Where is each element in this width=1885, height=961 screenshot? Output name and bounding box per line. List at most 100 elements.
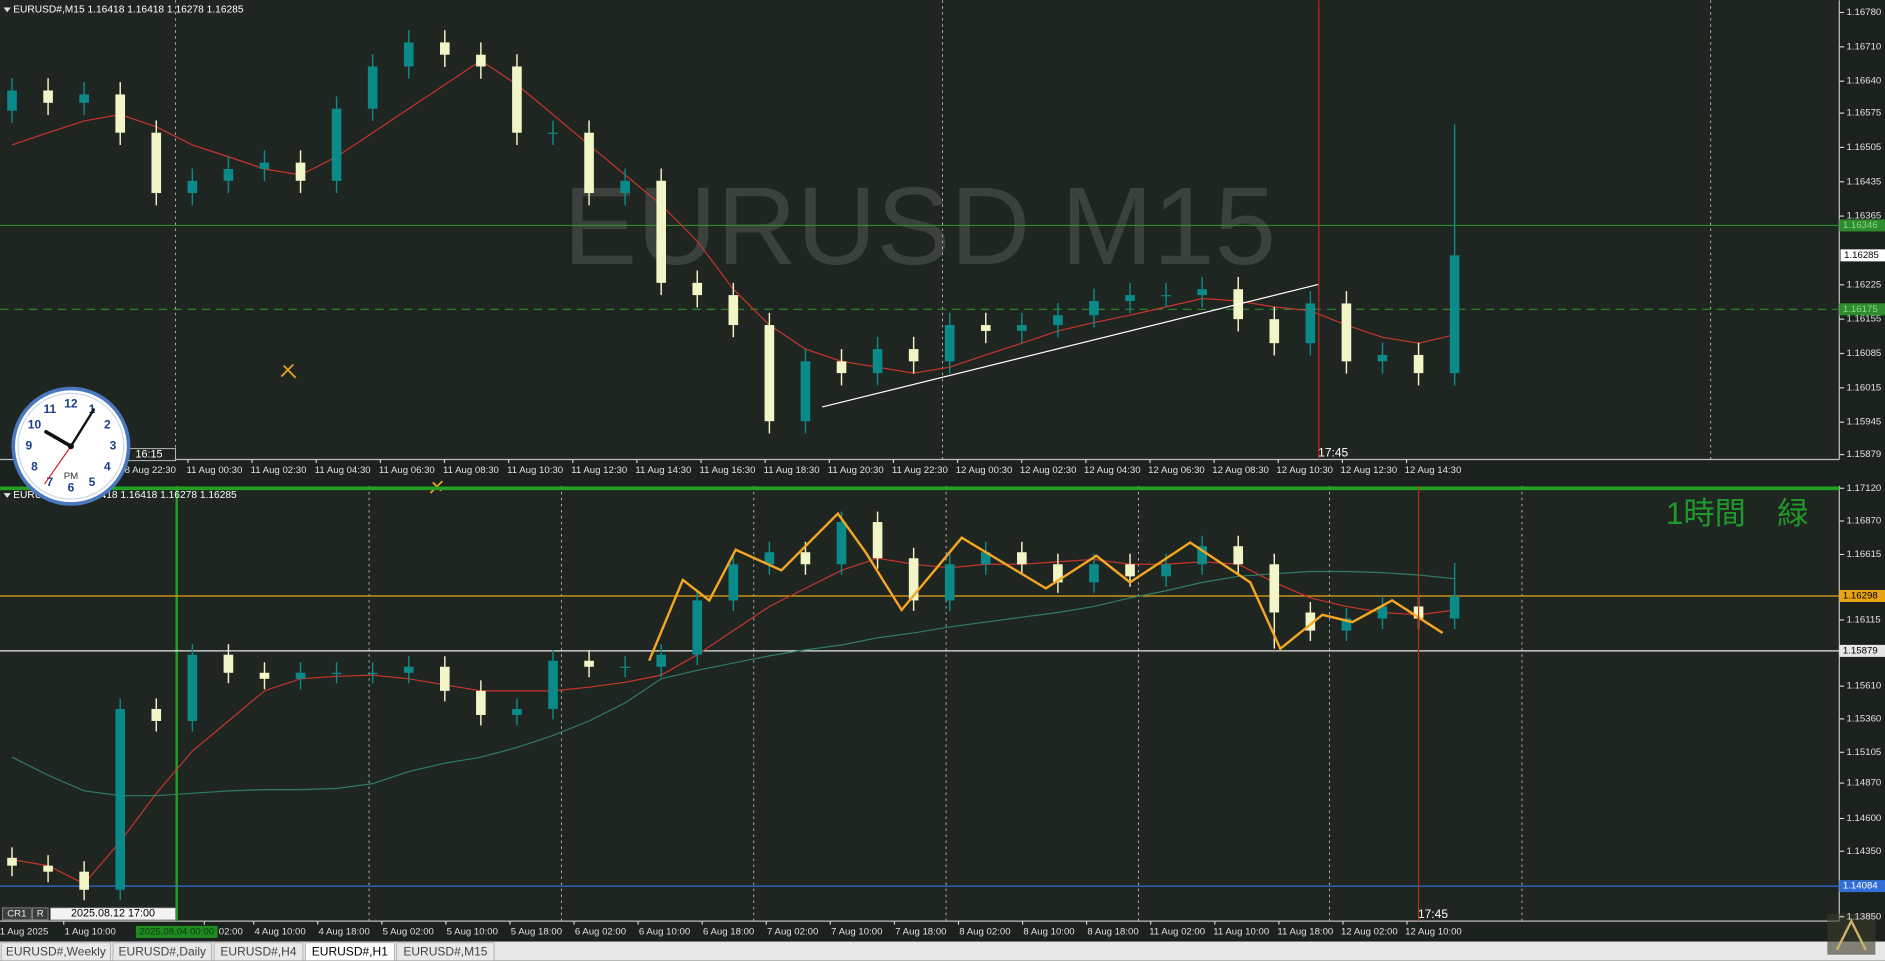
time-label: 11 Aug 06:30: [379, 465, 435, 476]
candle-body: [728, 295, 739, 326]
candle-body: [7, 857, 17, 866]
candle-body: [1413, 354, 1424, 374]
moving-average: [11, 570, 1455, 797]
price-label: 1.17120: [1847, 483, 1882, 494]
time-label: 11 Aug 18:30: [764, 465, 820, 476]
time-label: 11 Aug 02:00: [1149, 926, 1205, 937]
candle-body: [1161, 295, 1171, 297]
clock-numeral: 11: [44, 402, 57, 416]
price-label: 1.15360: [1847, 713, 1882, 724]
header-marker: [3, 493, 11, 498]
candle-body: [367, 672, 378, 674]
time-label: 8 Aug 18:00: [1087, 926, 1138, 937]
candle-body: [908, 349, 919, 362]
clock-label: PM: [64, 471, 78, 482]
time-label: 11 Aug 10:00: [1213, 926, 1269, 937]
clock-numeral: 10: [28, 417, 42, 431]
watermark: EURUSD M15: [563, 165, 1276, 288]
level-tag: [1839, 880, 1885, 893]
tab-label[interactable]: EURUSD#,M15: [403, 945, 487, 959]
candle-body: [800, 552, 811, 565]
price-label: 1.13850: [1847, 911, 1882, 922]
price-label: 1.16365: [1847, 211, 1882, 222]
clock-numeral: 2: [104, 417, 111, 431]
time-label: 11 Aug 18:00: [1277, 926, 1333, 937]
clock-numeral: 6: [68, 480, 75, 494]
candle-body: [1017, 325, 1027, 331]
time-label: 12 Aug 02:30: [1020, 465, 1077, 476]
zigzag: [648, 511, 1444, 662]
candle-body: [656, 180, 667, 283]
time-label: 12 Aug 04:30: [1084, 465, 1141, 476]
price-label: 1.16115: [1847, 614, 1881, 625]
candle-body: [620, 666, 630, 668]
candle-body: [908, 558, 919, 601]
tab-label[interactable]: EURUSD#,H1: [312, 945, 388, 959]
tab-label[interactable]: EURUSD#,Weekly: [6, 945, 106, 959]
time-label: 11 Aug 00:30: [186, 465, 242, 476]
time-label: 7 Aug 18:00: [895, 926, 946, 937]
candle-body: [331, 108, 342, 181]
clock-center: [67, 443, 74, 450]
header-marker: [3, 7, 11, 13]
clock-numeral: 9: [26, 438, 33, 452]
candle-body: [367, 66, 378, 109]
moving-average: [11, 557, 1455, 885]
price-label: 1.16575: [1847, 108, 1882, 119]
time-label: 6 Aug 10:00: [639, 926, 690, 937]
candle-body: [1449, 255, 1460, 374]
price-label: 1.16640: [1847, 76, 1882, 87]
candle-body: [1377, 354, 1388, 362]
time-label: 12 Aug 14:30: [1405, 465, 1462, 476]
candle-body: [620, 180, 630, 194]
time-label: 02:00: [219, 926, 243, 937]
level-label: 1.14084: [1843, 881, 1878, 892]
candle-body: [295, 162, 306, 181]
candle-body: [187, 654, 198, 721]
price-label: 1.16615: [1847, 549, 1882, 560]
tag-box: [32, 907, 49, 921]
level-tag: [1839, 303, 1885, 316]
clock-numeral: 4: [104, 459, 111, 473]
candle-body: [836, 361, 847, 374]
time-label: 8 Aug 22:30: [125, 465, 176, 476]
candle-body: [1125, 564, 1135, 577]
candle-body: [512, 708, 522, 715]
time-label: 12 Aug 12:30: [1341, 465, 1398, 476]
candle-body: [259, 162, 270, 170]
candle-body: [944, 325, 955, 362]
price-label: 1.16505: [1847, 142, 1882, 153]
time-label: 11 Aug 22:30: [892, 465, 948, 476]
tab-label[interactable]: EURUSD#,H4: [220, 945, 296, 959]
time-label: 11 Aug 08:30: [443, 465, 499, 476]
candle-body: [223, 169, 234, 181]
candle-body: [584, 132, 594, 194]
price-label: 1.16435: [1847, 176, 1882, 187]
clock-numeral: 1: [89, 402, 96, 416]
price-label: 1.15105: [1847, 747, 1882, 758]
time-label: 11 Aug 04:30: [315, 465, 371, 476]
candle-body: [548, 132, 558, 134]
time-label: 11 Aug 10:30: [507, 465, 563, 476]
time-label: 12 Aug 10:00: [1405, 926, 1462, 937]
candle-body: [1053, 315, 1063, 326]
clock-numeral: 7: [47, 475, 54, 489]
candle-body: [1269, 319, 1280, 344]
price-label: 1.16870: [1847, 516, 1882, 527]
candle-body: [512, 66, 522, 133]
bottom-plot: [0, 485, 1840, 922]
price-label: 1.15610: [1847, 681, 1882, 692]
clock-hand: [44, 445, 72, 485]
chart-header: EURUSD#,M15 1.16418 1.16418 1.16278 1.16…: [13, 5, 244, 16]
price-label: 1.15945: [1847, 417, 1882, 428]
candle-body: [1089, 300, 1099, 316]
tab-label[interactable]: EURUSD#,Daily: [119, 945, 206, 959]
candle-body: [980, 552, 991, 565]
candle-body: [115, 708, 126, 890]
tag-label: R: [37, 908, 44, 919]
time-box-label: 16:15: [136, 449, 163, 461]
candle-body: [1449, 595, 1460, 619]
tag-label: CR1: [7, 908, 26, 919]
price-label: 1.16710: [1847, 41, 1882, 52]
candle-body: [151, 708, 162, 721]
